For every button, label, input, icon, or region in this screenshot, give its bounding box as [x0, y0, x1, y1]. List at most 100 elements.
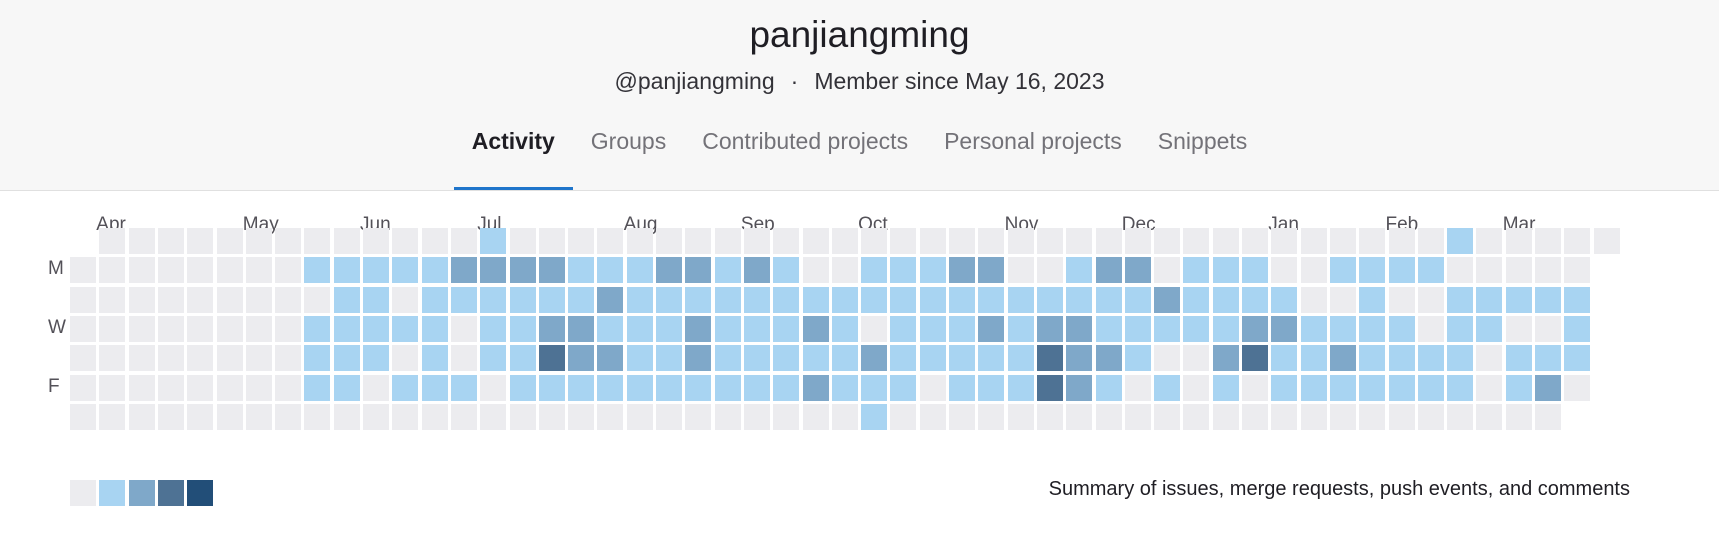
day-cell[interactable]	[157, 374, 184, 401]
day-cell[interactable]	[626, 228, 653, 254]
day-cell[interactable]	[714, 228, 741, 254]
day-cell[interactable]	[392, 257, 419, 284]
day-cell[interactable]	[275, 403, 302, 430]
day-cell[interactable]	[538, 374, 565, 401]
day-cell[interactable]	[919, 403, 946, 430]
day-cell[interactable]	[685, 374, 712, 401]
day-cell[interactable]	[450, 403, 477, 430]
day-cell[interactable]	[1505, 257, 1532, 284]
day-cell[interactable]	[421, 257, 448, 284]
day-cell[interactable]	[1212, 345, 1239, 372]
day-cell[interactable]	[1066, 403, 1093, 430]
day-cell[interactable]	[1329, 403, 1356, 430]
day-cell[interactable]	[656, 374, 682, 401]
day-cell[interactable]	[1242, 374, 1268, 401]
day-cell[interactable]	[831, 286, 858, 313]
day-cell[interactable]	[1212, 257, 1239, 284]
day-cell[interactable]	[685, 315, 712, 342]
day-cell[interactable]	[1124, 345, 1151, 372]
day-cell[interactable]	[1154, 257, 1181, 284]
day-cell[interactable]	[685, 403, 712, 430]
day-cell[interactable]	[1242, 345, 1268, 372]
day-cell[interactable]	[773, 286, 800, 313]
day-cell[interactable]	[304, 228, 331, 254]
day-cell[interactable]	[363, 257, 389, 284]
day-cell[interactable]	[187, 257, 214, 284]
day-cell[interactable]	[802, 228, 829, 254]
day-cell[interactable]	[421, 403, 448, 430]
day-cell[interactable]	[1564, 374, 1591, 401]
day-cell[interactable]	[1447, 374, 1474, 401]
day-cell[interactable]	[1124, 374, 1151, 401]
day-cell[interactable]	[1359, 257, 1386, 284]
day-cell[interactable]	[392, 315, 419, 342]
day-cell[interactable]	[275, 286, 302, 313]
day-cell[interactable]	[1300, 286, 1327, 313]
day-cell[interactable]	[421, 374, 448, 401]
day-cell[interactable]	[714, 403, 741, 430]
day-cell[interactable]	[1212, 374, 1239, 401]
day-cell[interactable]	[480, 257, 507, 284]
day-cell[interactable]	[685, 286, 712, 313]
day-cell[interactable]	[1417, 315, 1444, 342]
day-cell[interactable]	[1212, 286, 1239, 313]
day-cell[interactable]	[1154, 345, 1181, 372]
day-cell[interactable]	[949, 403, 975, 430]
day-cell[interactable]	[1007, 257, 1034, 284]
day-cell[interactable]	[509, 374, 536, 401]
day-cell[interactable]	[99, 257, 126, 284]
day-cell[interactable]	[1300, 315, 1327, 342]
day-cell[interactable]	[70, 315, 96, 342]
day-cell[interactable]	[1505, 315, 1532, 342]
day-cell[interactable]	[216, 228, 243, 254]
day-cell[interactable]	[1505, 374, 1532, 401]
day-cell[interactable]	[245, 345, 272, 372]
day-cell[interactable]	[1183, 257, 1210, 284]
day-cell[interactable]	[157, 403, 184, 430]
day-cell[interactable]	[1183, 374, 1210, 401]
day-cell[interactable]	[509, 257, 536, 284]
day-cell[interactable]	[1505, 286, 1532, 313]
day-cell[interactable]	[1329, 228, 1356, 254]
day-cell[interactable]	[1095, 374, 1122, 401]
day-cell[interactable]	[1066, 345, 1093, 372]
day-cell[interactable]	[304, 257, 331, 284]
day-cell[interactable]	[919, 345, 946, 372]
day-cell[interactable]	[831, 345, 858, 372]
day-cell[interactable]	[831, 374, 858, 401]
day-cell[interactable]	[1388, 286, 1415, 313]
day-cell[interactable]	[216, 403, 243, 430]
day-cell[interactable]	[1505, 345, 1532, 372]
day-cell[interactable]	[802, 286, 829, 313]
day-cell[interactable]	[1036, 257, 1063, 284]
day-cell[interactable]	[1007, 228, 1034, 254]
day-cell[interactable]	[187, 403, 214, 430]
day-cell[interactable]	[480, 345, 507, 372]
day-cell[interactable]	[802, 315, 829, 342]
day-cell[interactable]	[1505, 403, 1532, 430]
day-cell[interactable]	[714, 315, 741, 342]
day-cell[interactable]	[890, 403, 917, 430]
day-cell[interactable]	[157, 257, 184, 284]
day-cell[interactable]	[831, 403, 858, 430]
day-cell[interactable]	[421, 228, 448, 254]
day-cell[interactable]	[1066, 315, 1093, 342]
day-cell[interactable]	[450, 315, 477, 342]
day-cell[interactable]	[890, 374, 917, 401]
day-cell[interactable]	[890, 345, 917, 372]
day-cell[interactable]	[597, 403, 624, 430]
day-cell[interactable]	[656, 403, 682, 430]
day-cell[interactable]	[509, 315, 536, 342]
day-cell[interactable]	[949, 257, 975, 284]
day-cell[interactable]	[685, 345, 712, 372]
tab-activity[interactable]: Activity	[453, 120, 573, 190]
day-cell[interactable]	[626, 257, 653, 284]
day-cell[interactable]	[919, 228, 946, 254]
tab-personal-projects[interactable]: Personal projects	[944, 128, 1122, 154]
day-cell[interactable]	[480, 315, 507, 342]
day-cell[interactable]	[1095, 403, 1122, 430]
day-cell[interactable]	[626, 345, 653, 372]
day-cell[interactable]	[1066, 374, 1093, 401]
day-cell[interactable]	[1154, 315, 1181, 342]
day-cell[interactable]	[70, 286, 96, 313]
